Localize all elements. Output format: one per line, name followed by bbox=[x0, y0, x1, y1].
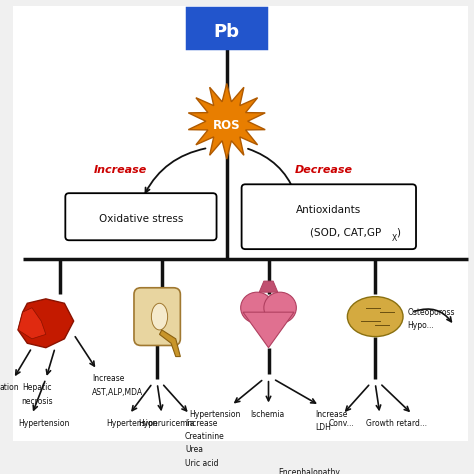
Text: Creatinine: Creatinine bbox=[185, 432, 225, 441]
FancyBboxPatch shape bbox=[13, 6, 468, 441]
Text: Hypertension: Hypertension bbox=[18, 419, 69, 428]
Text: Increase: Increase bbox=[315, 410, 347, 419]
Text: necrosis: necrosis bbox=[21, 397, 53, 406]
Text: Osteopoross: Osteopoross bbox=[408, 308, 455, 317]
Text: Hypertension: Hypertension bbox=[190, 410, 241, 419]
FancyBboxPatch shape bbox=[187, 8, 266, 48]
Text: Antioxidants: Antioxidants bbox=[296, 205, 362, 215]
FancyBboxPatch shape bbox=[65, 193, 217, 240]
Text: (SOD, CAT,GP: (SOD, CAT,GP bbox=[310, 227, 382, 237]
Text: Urea: Urea bbox=[185, 446, 203, 455]
Text: Oxidative stress: Oxidative stress bbox=[99, 214, 183, 224]
Text: Hepatic: Hepatic bbox=[22, 383, 51, 392]
Polygon shape bbox=[243, 312, 294, 348]
Text: Increase: Increase bbox=[185, 419, 218, 428]
Polygon shape bbox=[18, 299, 73, 348]
Text: Hypertension: Hypertension bbox=[106, 419, 157, 428]
Text: Hyperuricemia: Hyperuricemia bbox=[138, 419, 195, 428]
Text: Growth retard...: Growth retard... bbox=[366, 419, 427, 428]
Ellipse shape bbox=[151, 303, 168, 330]
Text: ): ) bbox=[396, 227, 400, 237]
Polygon shape bbox=[188, 83, 265, 159]
Text: ROS: ROS bbox=[213, 119, 241, 132]
Circle shape bbox=[264, 292, 296, 323]
Text: Encephalopathy: Encephalopathy bbox=[278, 467, 340, 474]
FancyBboxPatch shape bbox=[134, 288, 181, 346]
Ellipse shape bbox=[347, 297, 403, 337]
Text: Pb: Pb bbox=[214, 24, 240, 41]
Text: ation: ation bbox=[0, 383, 19, 392]
Text: Increase: Increase bbox=[92, 374, 125, 383]
Text: Uric acid: Uric acid bbox=[185, 459, 219, 468]
Polygon shape bbox=[259, 281, 278, 292]
Text: LDH: LDH bbox=[315, 423, 331, 432]
Text: Increase: Increase bbox=[93, 165, 146, 175]
Text: AST,ALP,MDA: AST,ALP,MDA bbox=[92, 388, 143, 397]
Polygon shape bbox=[18, 308, 46, 339]
Polygon shape bbox=[159, 330, 181, 356]
Circle shape bbox=[241, 292, 273, 323]
FancyBboxPatch shape bbox=[242, 184, 416, 249]
Text: Ischemia: Ischemia bbox=[250, 410, 284, 419]
Text: Hypo...: Hypo... bbox=[408, 321, 434, 330]
Text: Conv...: Conv... bbox=[329, 419, 355, 428]
Text: X: X bbox=[392, 235, 397, 244]
Text: Decrease: Decrease bbox=[295, 165, 353, 175]
